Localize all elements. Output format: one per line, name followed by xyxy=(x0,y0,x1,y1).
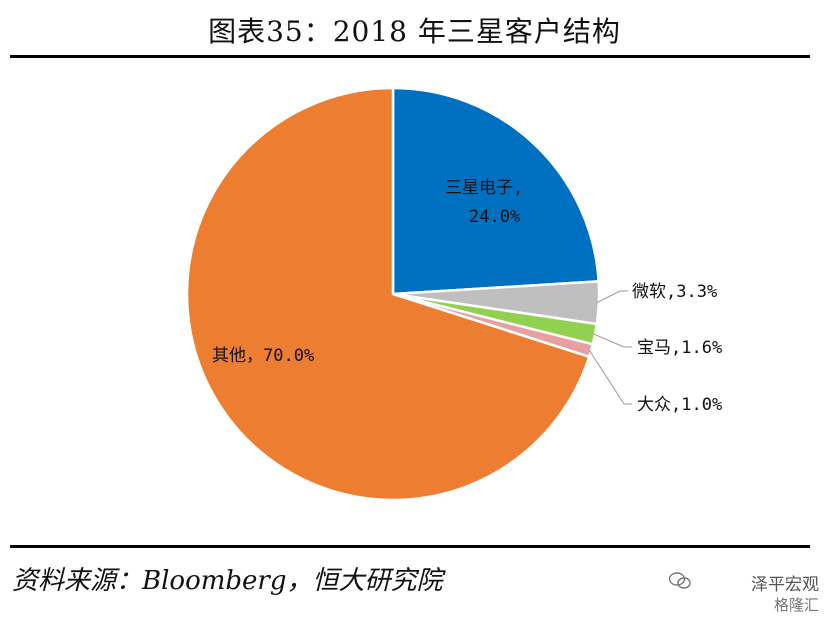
label-microsoft: 微软,3.3% xyxy=(632,282,717,302)
pie-slice-0 xyxy=(391,86,600,296)
label-samsung-line1: 三星电子, xyxy=(445,178,523,198)
pie-slice-4 xyxy=(185,86,591,502)
leader-line-1 xyxy=(596,290,628,304)
watermark: 泽平宏观 格隆汇 xyxy=(669,570,819,618)
wechat-icon xyxy=(669,572,691,589)
leader-line-2 xyxy=(592,333,632,348)
pie-chart: 三星电子, 24.0% 微软,3.3% 宝马,1.6% 大众,1.0% 其他，7… xyxy=(185,86,722,502)
label-bmw: 宝马,1.6% xyxy=(637,338,722,358)
pie-slices xyxy=(185,86,601,502)
label-other: 其他，70.0% xyxy=(212,346,314,366)
watermark-platform: 格隆汇 xyxy=(773,596,819,614)
chart-title: 图表35：2018 年三星客户结构 xyxy=(208,15,621,48)
watermark-author: 泽平宏观 xyxy=(751,575,819,595)
label-vw: 大众,1.0% xyxy=(637,395,722,415)
leader-line-3 xyxy=(588,349,632,405)
label-samsung-line2: 24.0% xyxy=(469,207,520,227)
top-rule xyxy=(10,55,810,58)
source-note: 资料来源：Bloomberg，恒大研究院 xyxy=(12,566,443,596)
leader-lines xyxy=(588,290,632,405)
bottom-rule xyxy=(10,545,810,548)
